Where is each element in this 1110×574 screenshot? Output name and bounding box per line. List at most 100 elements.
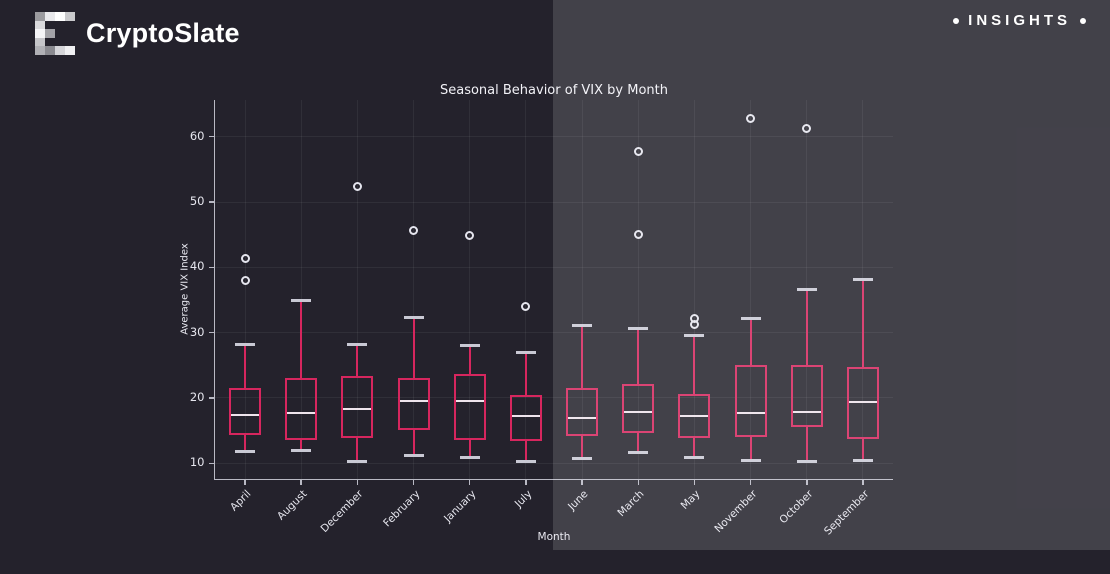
x-tick-mark (806, 480, 808, 485)
median-line (287, 412, 316, 414)
whisker-cap-lower (347, 459, 368, 463)
whisker-line-upper (244, 344, 246, 389)
whisker-line-upper (749, 318, 752, 366)
outlier-point (465, 231, 475, 241)
whisker-cap-lower (684, 455, 705, 459)
box-March (622, 384, 655, 433)
box-July (509, 395, 542, 442)
gridline-vertical (300, 100, 302, 479)
x-tick-mark (244, 480, 246, 485)
gridline-horizontal (214, 332, 893, 334)
x-tick-mark (637, 480, 639, 485)
gridline-vertical (356, 100, 358, 479)
whisker-cap-upper (347, 342, 368, 346)
x-axis-line (213, 478, 893, 480)
box-January (453, 373, 486, 441)
whisker-line-lower (581, 435, 584, 459)
whisker-line-upper (581, 325, 584, 388)
gridline-vertical (750, 100, 752, 479)
box-October (790, 364, 823, 427)
box-April (229, 388, 261, 436)
gridline-vertical (413, 100, 415, 479)
median-line (736, 412, 765, 414)
cryptoslate-logo-icon (35, 12, 75, 55)
whisker-cap-lower (852, 459, 873, 463)
median-line (343, 408, 372, 411)
site-header: CryptoSlate INSIGHTS (0, 0, 1110, 70)
whisker-line-lower (244, 435, 246, 452)
y-axis-line (213, 100, 215, 479)
whisker-cap-lower (291, 449, 312, 453)
gridline-vertical (525, 100, 527, 479)
x-tick-mark (412, 480, 415, 485)
median-line (848, 400, 877, 403)
y-axis-title: Average VIX Index (179, 243, 191, 335)
box-May (678, 394, 711, 438)
whisker-line-upper (805, 289, 808, 365)
median-line (792, 410, 821, 413)
median-line (231, 413, 259, 416)
whisker-line-lower (749, 437, 752, 461)
gridline-vertical (469, 100, 471, 479)
y-tick-label: 10 (189, 455, 205, 470)
outlier-point (240, 254, 250, 264)
bullet-icon (1080, 17, 1086, 24)
y-tick-label: 40 (189, 259, 205, 274)
outlier-point (802, 123, 812, 133)
whisker-line-upper (412, 317, 415, 379)
whisker-line-lower (412, 429, 415, 456)
whisker-cap-lower (515, 459, 536, 463)
whisker-line-lower (805, 426, 808, 462)
whisker-cap-upper (291, 298, 312, 302)
whisker-line-lower (356, 438, 359, 462)
x-axis-title: Month (537, 531, 571, 543)
x-tick-mark (525, 480, 527, 485)
y-tick-label: 60 (189, 128, 205, 143)
outlier-point (633, 146, 643, 156)
x-tick-mark (749, 480, 752, 485)
box-June (566, 387, 599, 436)
box-December (341, 376, 374, 439)
whisker-line-upper (468, 345, 471, 374)
chart-title: Seasonal Behavior of VIX by Month (439, 83, 668, 98)
whisker-cap-lower (796, 460, 817, 464)
whisker-cap-upper (852, 277, 873, 281)
y-tick-mark (208, 266, 214, 269)
whisker-line-upper (356, 344, 359, 377)
median-line (455, 400, 484, 403)
y-tick-label: 50 (189, 194, 205, 209)
whisker-cap-upper (628, 326, 649, 330)
y-tick-mark (208, 462, 214, 465)
whisker-line-lower (693, 437, 696, 458)
x-tick-mark (468, 480, 471, 485)
outlier-point (746, 113, 756, 123)
gridline-vertical (581, 100, 583, 479)
box-August (285, 377, 318, 441)
whisker-cap-upper (459, 344, 480, 348)
bullet-icon (953, 17, 960, 24)
gridline-horizontal (214, 136, 893, 138)
y-tick-mark (208, 331, 214, 334)
y-tick-label: 30 (189, 324, 205, 339)
x-tick-mark (300, 480, 302, 485)
insights-label: INSIGHTS (968, 12, 1071, 29)
outlier-point (633, 230, 643, 240)
brand-name: CryptoSlate (86, 18, 240, 48)
gridline-horizontal (214, 201, 893, 203)
x-tick-mark (581, 480, 583, 485)
whisker-cap-upper (796, 288, 817, 292)
whisker-line-upper (693, 335, 696, 395)
outlier-point (352, 181, 362, 191)
outlier-point (240, 275, 250, 285)
whisker-cap-upper (235, 342, 255, 346)
y-tick-mark (208, 397, 214, 399)
y-tick-label: 20 (189, 389, 205, 404)
whisker-cap-upper (572, 323, 593, 327)
median-line (399, 399, 428, 402)
box-September (846, 366, 879, 440)
x-tick-mark (356, 480, 359, 485)
median-line (511, 415, 540, 418)
gridline-horizontal (214, 397, 893, 399)
whisker-line-upper (861, 279, 864, 367)
whisker-line-lower (524, 441, 527, 462)
